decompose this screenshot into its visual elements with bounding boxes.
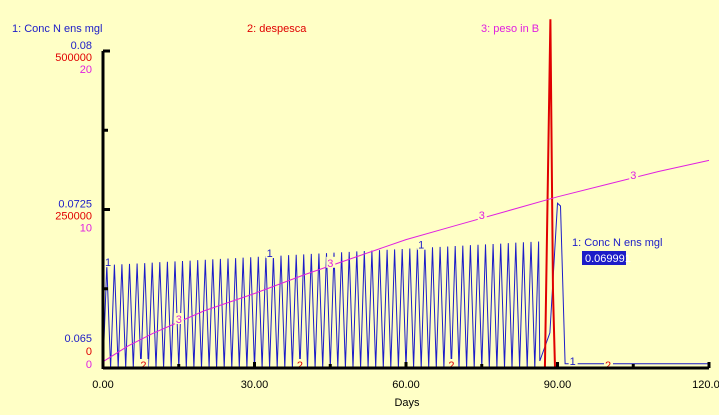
series-1-line [102,202,709,369]
y-ticks: 0.08 0.0725 0.065 500000 250000 0 20 10 0 [55,40,110,371]
legend-entry-1: 1: Conc N ens mgl [12,23,102,35]
series-layer: 1 1 1 1 2 2 2 2 3 3 3 3 [102,19,710,372]
series-1-marker: 1 [418,240,424,252]
x-tick-label: 30.00 [241,379,269,391]
x-axis-label: Days [394,397,420,409]
legend-entry-2: 2: despesca [247,23,307,35]
readout-label: 1: Conc N ens mgl [572,237,662,249]
x-tick-label: 120.00 [692,379,719,391]
series-1-marker-bg [417,238,427,250]
series-1-marker-bg [265,247,275,259]
series-3-marker: 3 [630,170,636,182]
y-tick-label: 0.0725 [58,199,92,211]
y-tick-label: 500000 [55,52,92,64]
series-3-marker-bg [477,209,487,221]
series-3-marker: 3 [479,210,485,222]
value-readout: 1: Conc N ens mgl 0.069991 [572,237,662,265]
x-tick-label: 60.00 [392,379,420,391]
y-tick-label: 0.08 [71,40,92,52]
series-3-marker: 3 [176,314,182,326]
series-3-marker-bg [326,256,336,268]
series-1-marker: 1 [105,257,111,269]
series-3-marker-bg [629,168,639,180]
series-3-marker: 3 [327,258,333,270]
readout-value: 0.069991 [585,253,631,265]
y-tick-label: 250000 [55,211,92,223]
series-2-marker-bg [139,359,149,370]
y-tick-label: 20 [80,64,92,76]
series-1-marker-bg [568,354,578,366]
legend: 1: Conc N ens mgl 2: despesca 3: peso in B [12,23,539,35]
series-1-marker: 1 [267,248,273,260]
series-2-marker: 2 [448,360,454,372]
x-ticks: 0.00 30.00 60.00 90.00 120.00 [92,362,719,391]
series-1-marker-bg [104,256,114,268]
series-2-marker: 2 [605,360,611,372]
legend-entry-3: 3: peso in B [481,23,539,35]
readout-value-box [582,251,626,265]
x-tick-label: 90.00 [544,379,572,391]
y-tick-label: 0 [86,346,92,358]
x-tick-label: 0.00 [92,379,113,391]
series-2-marker: 2 [297,360,303,372]
y-tick-label: 10 [80,223,92,235]
series-2-marker: 2 [140,360,146,372]
y-tick-label: 0.065 [64,333,92,345]
series-2-marker-bg [604,359,613,370]
series-1-marker: 1 [570,356,576,368]
series-3-marker-bg [174,313,184,325]
series-2-marker-bg [447,359,457,370]
y-tick-label: 0 [86,359,92,371]
series-3-line [102,159,710,363]
series-2-marker-bg [295,359,305,370]
